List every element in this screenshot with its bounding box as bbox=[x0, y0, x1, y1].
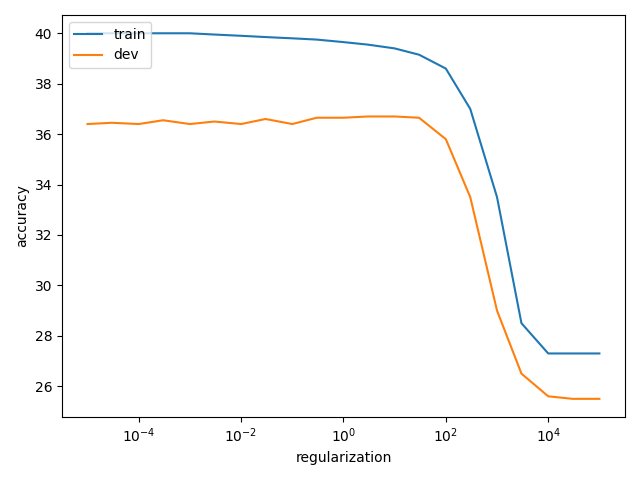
Line: train: train bbox=[88, 33, 600, 353]
dev bbox=[364, 114, 372, 120]
dev bbox=[186, 121, 194, 127]
dev bbox=[135, 121, 143, 127]
train bbox=[237, 33, 245, 39]
dev bbox=[340, 115, 348, 120]
train bbox=[108, 30, 116, 36]
dev bbox=[518, 371, 525, 376]
dev bbox=[442, 136, 450, 142]
train bbox=[391, 46, 399, 51]
dev bbox=[289, 121, 296, 127]
dev bbox=[493, 308, 501, 313]
dev bbox=[596, 396, 604, 402]
Y-axis label: accuracy: accuracy bbox=[15, 185, 29, 248]
train bbox=[159, 30, 167, 36]
dev bbox=[569, 396, 577, 402]
train bbox=[415, 52, 423, 58]
Legend: train, dev: train, dev bbox=[69, 22, 151, 68]
train bbox=[518, 320, 525, 326]
train bbox=[84, 30, 92, 36]
dev bbox=[108, 120, 116, 126]
X-axis label: regularization: regularization bbox=[295, 451, 392, 465]
train bbox=[467, 106, 474, 112]
dev bbox=[545, 394, 552, 399]
dev bbox=[84, 121, 92, 127]
train bbox=[186, 30, 194, 36]
dev bbox=[237, 121, 245, 127]
train bbox=[545, 350, 552, 356]
dev bbox=[467, 194, 474, 200]
Line: dev: dev bbox=[88, 117, 600, 399]
train bbox=[442, 66, 450, 72]
dev bbox=[391, 114, 399, 120]
train bbox=[313, 36, 321, 42]
train bbox=[493, 194, 501, 200]
train bbox=[340, 39, 348, 45]
train bbox=[289, 36, 296, 41]
train bbox=[596, 350, 604, 356]
train bbox=[262, 34, 269, 40]
train bbox=[364, 42, 372, 48]
dev bbox=[313, 115, 321, 120]
train bbox=[569, 350, 577, 356]
dev bbox=[262, 116, 269, 122]
train bbox=[211, 32, 218, 37]
train bbox=[135, 30, 143, 36]
dev bbox=[211, 119, 218, 124]
dev bbox=[415, 115, 423, 120]
dev bbox=[159, 118, 167, 123]
